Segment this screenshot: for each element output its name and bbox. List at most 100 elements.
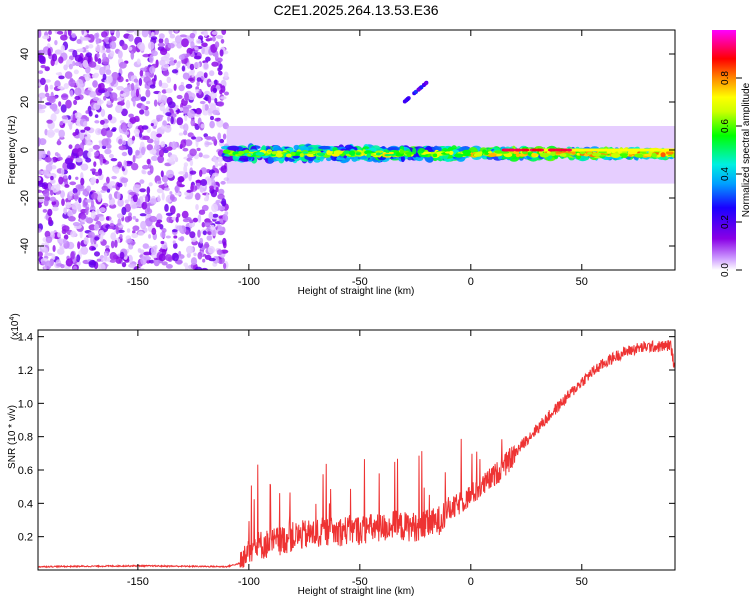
spectrogram-cell [203,72,208,79]
spectrogram-cell [183,162,189,167]
spectrogram-cell [190,118,196,127]
colorbar-bar [712,30,736,270]
spectrogram-cell [76,147,84,157]
spectrogram-cell [174,30,179,33]
spectrogram-cell [141,125,149,130]
spectrogram-cell [217,132,222,141]
spectrogram-cell [610,153,621,158]
spectrogram-cell [210,91,217,99]
spectrogram-cell [221,30,227,35]
spectrogram-cell [184,114,188,122]
spectrogram-cell [212,213,219,218]
spectrogram-cell [212,87,218,94]
spectrogram-cell [74,95,81,101]
spectrogram-cell [59,120,64,126]
spectrogram-cell [99,66,106,76]
spectrogram-cell [38,194,45,203]
spectrogram-cell [205,142,213,146]
spectrogram-cell [45,236,53,244]
spectrogram-cell [44,84,49,93]
spectrogram-cell [175,216,179,223]
y-tick-label: 0.8 [18,432,33,444]
spectrogram-cell [209,185,214,190]
spectrogram-cell [45,92,50,98]
spectrogram-cell [384,154,392,157]
spectrogram-cell [110,232,117,240]
x-tick-label: -150 [127,576,149,588]
spectrogram-cell [39,138,47,146]
spectrogram-cell [88,260,97,268]
spectrogram-cell [160,170,164,178]
spectrogram-cell [124,199,129,204]
spectrogram-cell [421,83,426,87]
spectrogram-cell [299,153,304,158]
spectrogram-cell [80,129,86,133]
spectrogram-cell [61,225,70,232]
spectrogram-cell [108,193,113,201]
spectrogram-cell [102,124,109,129]
spectrogram-cell [48,96,56,104]
spectrogram-cell [547,148,554,152]
colorbar-tick-label: 0.2 [720,215,731,229]
spectrogram-cell [204,90,210,95]
spectrogram-cell [318,145,331,150]
spectrogram-cell [182,147,189,152]
spectrogram-y-label: Frequency (Hz) [7,116,18,185]
spectrogram-cell [102,73,107,81]
spectrogram-cell [89,177,97,184]
spectrogram-cell [586,152,593,155]
spectrogram-cell [113,97,118,101]
spectrogram-cell [504,148,675,152]
spectrogram-cell [196,77,202,82]
spectrogram-cell [68,144,73,149]
spectrogram-cell [164,124,172,133]
spectrogram-cell [90,168,97,172]
spectrogram-cell [38,189,43,193]
spectrogram-cell [185,264,189,270]
spectrogram-cell [161,249,167,256]
spectrogram-cell [122,125,128,133]
spectrogram-cell [183,130,188,136]
spectrogram-cell [117,50,123,59]
spectrogram-cell [63,64,68,71]
x-tick-label: -150 [127,276,149,288]
spectrogram-cell [44,247,49,256]
spectrogram-cell [185,217,192,220]
spectrogram-cell [58,176,64,185]
spectrogram-cell [224,211,229,216]
spectrogram-cell [112,166,120,173]
spectrogram-cell [217,230,225,236]
spectrogram-cell [65,201,72,209]
spectrogram-cell [217,205,226,211]
spectrogram-cell [214,117,221,122]
spectrogram-cell [85,110,89,114]
y-tick-label: 40 [19,48,31,60]
spectrogram-cell [186,52,191,57]
x-tick-label: 50 [576,576,588,588]
spectrogram-cell [203,197,208,202]
spectrogram-cell [49,196,57,202]
spectrogram-cell [127,123,133,129]
spectrogram-cell [74,87,82,96]
spectrogram-cell [212,255,220,264]
spectrogram-cell [157,180,162,184]
spectrogram-cell [206,235,213,241]
spectrogram-cell [222,237,227,246]
spectrogram-cell [571,151,576,155]
spectrogram-cell [140,104,146,111]
spectrogram-cell [642,153,652,157]
spectrogram-cell [515,153,520,158]
y-tick-label: -20 [19,190,31,206]
spectrogram-cell [106,216,110,221]
spectrogram-cell [162,63,170,69]
spectrogram-cell [38,109,46,114]
spectrogram-cell [201,46,205,55]
spectrogram-cell [366,153,372,158]
spectrogram-cell [58,156,63,161]
spectrogram-cell [201,267,209,270]
spectrogram-cell [46,129,55,138]
spectrogram-cell [139,179,145,184]
spectrogram-cell [139,109,145,115]
spectrogram-cell [97,194,102,202]
spectrogram-cell [307,151,315,155]
